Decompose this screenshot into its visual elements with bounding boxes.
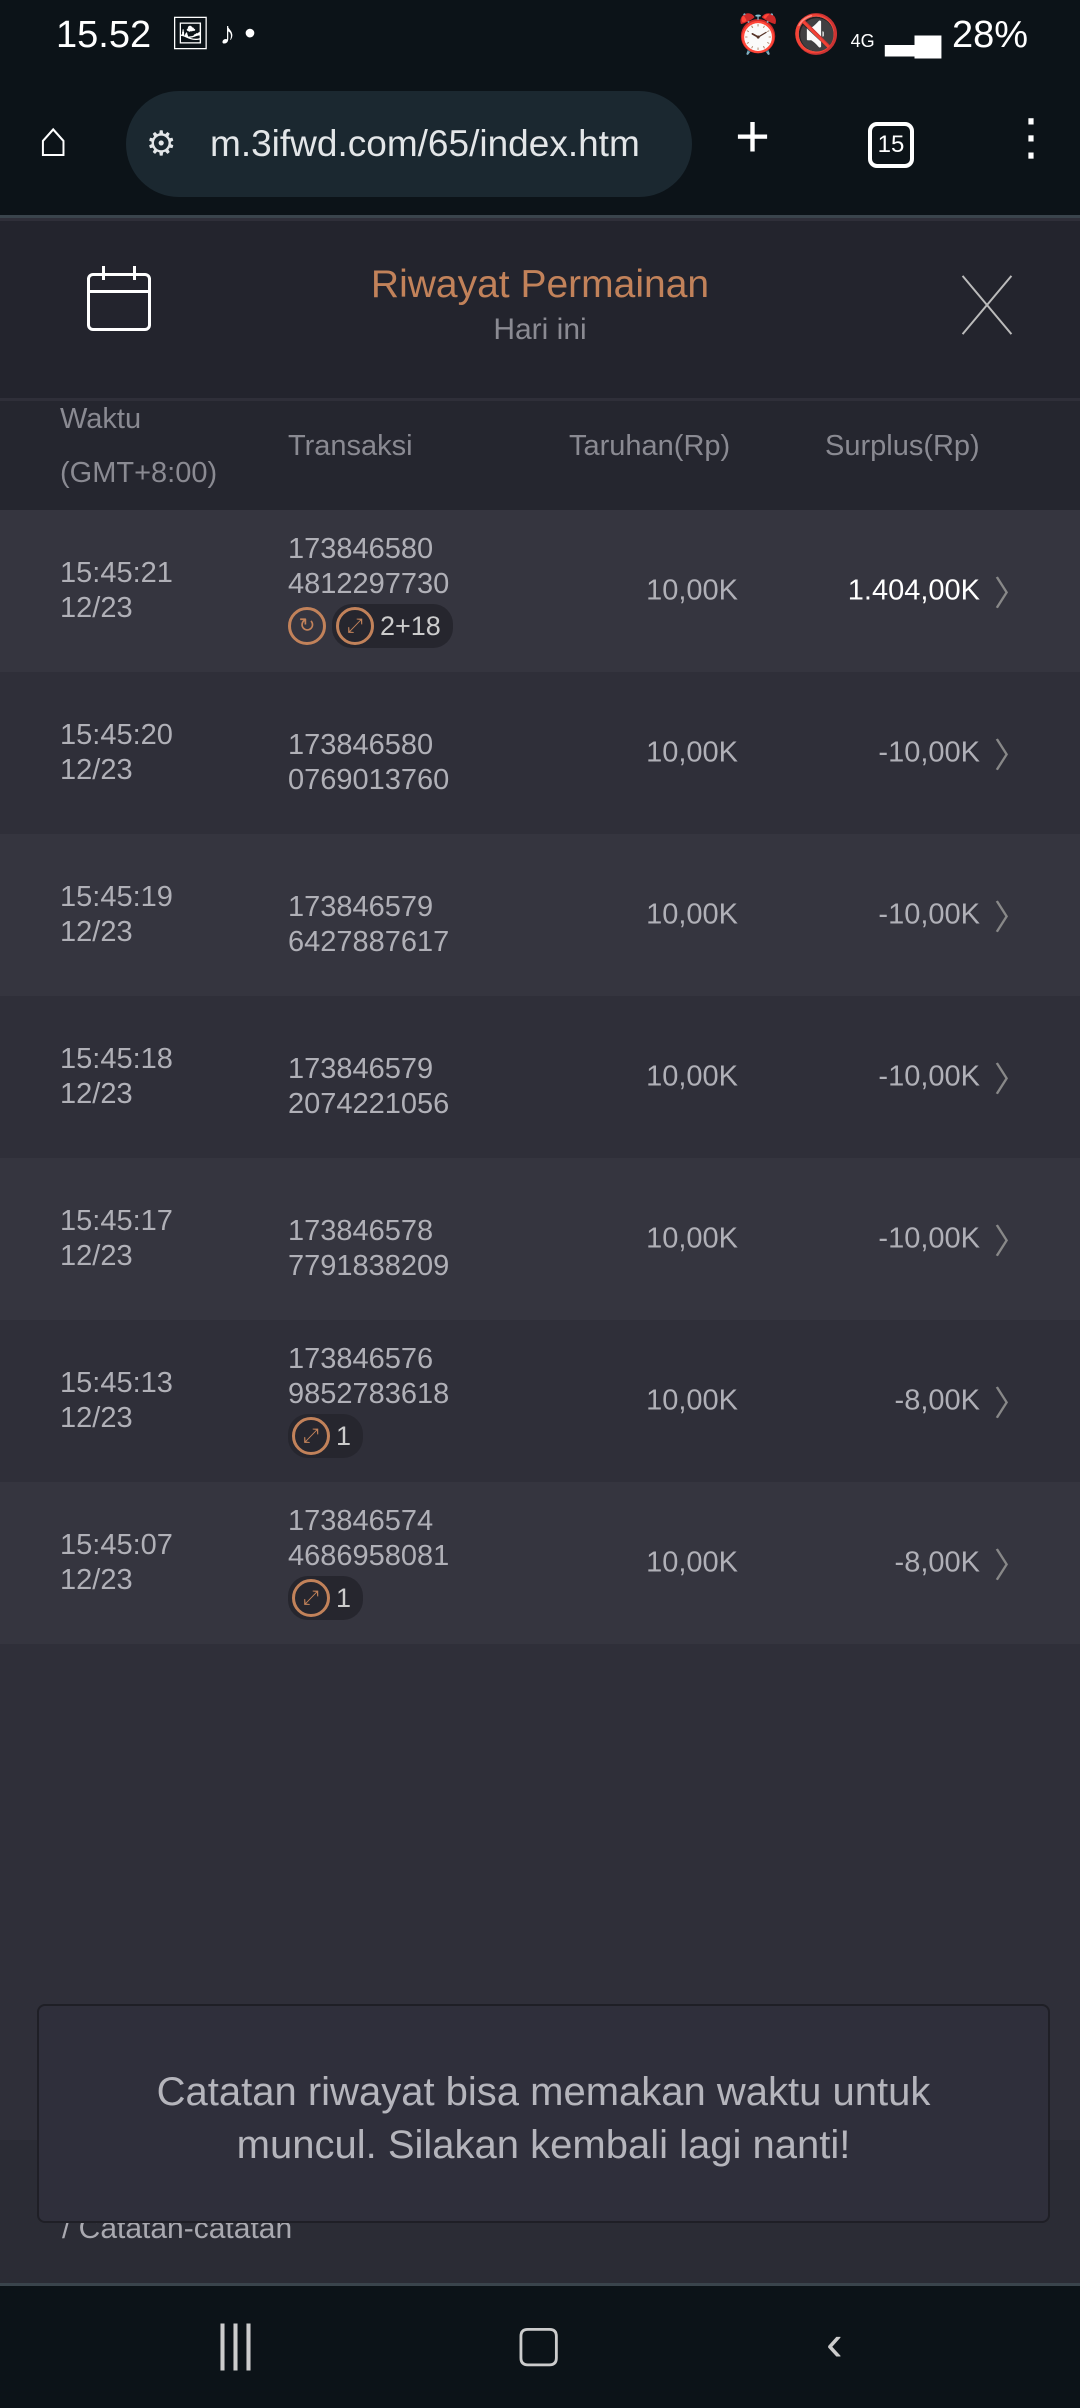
recent-apps-icon[interactable]: ||| <box>216 2315 255 2371</box>
free-spin-badge: ⤢ 1 <box>288 1414 364 1458</box>
free-spin-icon: ⤢ <box>292 1579 330 1617</box>
chevron-right-icon[interactable]: 〉 <box>994 1223 1028 1262</box>
status-bar: 15.52 🖼 ♪ • ⏰ 🔇 4G ▂▄ 28% <box>0 0 1080 72</box>
free-spin-icon: ⤢ <box>292 1417 330 1455</box>
free-spin-badge: ⤢ 1 <box>288 1576 364 1620</box>
table-row[interactable]: 15:45:13 12/23 173846576 9852783618 ⤢ 1 10,00K… <box>0 1320 1080 1482</box>
surplus-amount: -10,00K <box>878 736 980 769</box>
home-icon[interactable]: ⌂ <box>38 111 69 167</box>
new-tab-icon[interactable]: + <box>735 103 771 170</box>
chevron-right-icon[interactable]: 〉 <box>994 737 1028 776</box>
transaction-id: 173846579 6427887617 <box>288 891 450 958</box>
bet-amount: 10,00K <box>646 1384 738 1417</box>
transaction-id: 173846580 4812297730 ↻ ⤢ 2+18 <box>288 532 453 648</box>
row-time: 15:45:07 12/23 <box>60 1529 173 1596</box>
system-icons: ⏰ 🔇 4G ▂▄ 28% <box>734 14 1028 56</box>
row-time: 15:45:18 12/23 <box>60 1043 173 1110</box>
date-filter-label: Hari ini <box>493 313 587 346</box>
chevron-right-icon[interactable]: 〉 <box>994 899 1028 938</box>
table-row[interactable]: 15:45:18 12/23 173846579 2074221056 10,00K -1… <box>0 996 1080 1158</box>
surplus-amount: -10,00K <box>878 1060 980 1093</box>
feature-badges: ⤢ 1 <box>288 1576 449 1620</box>
surplus-amount: -10,00K <box>878 898 980 931</box>
tab-switcher-button[interactable]: 15 <box>868 122 914 168</box>
respin-icon: ↻ <box>288 607 326 645</box>
calendar-icon[interactable] <box>87 266 151 331</box>
col-transaction: Transaksi <box>288 430 413 462</box>
feature-badges: ↻ ⤢ 2+18 <box>288 604 453 648</box>
table-header: Waktu (GMT+8:00) Transaksi Taruhan(Rp) S… <box>0 401 1080 510</box>
chevron-right-icon[interactable]: 〉 <box>994 1385 1028 1424</box>
bet-amount: 10,00K <box>646 898 738 931</box>
table-row[interactable]: 15:45:07 12/23 173846574 4686958081 ⤢ 1 10,00K… <box>0 1482 1080 1644</box>
bet-amount: 10,00K <box>646 574 738 607</box>
more-menu-icon[interactable]: ⋮ <box>1006 109 1056 165</box>
row-time: 15:45:21 12/23 <box>60 557 173 624</box>
surplus-amount: -8,00K <box>894 1384 980 1417</box>
row-time: 15:45:19 12/23 <box>60 881 173 948</box>
transaction-id: 173846579 2074221056 <box>288 1053 450 1120</box>
free-spin-badge: ⤢ 2+18 <box>332 604 453 648</box>
transaction-id: 173846576 9852783618 ⤢ 1 <box>288 1342 449 1458</box>
notification-icons: 🖼 ♪ • <box>170 15 256 51</box>
transaction-id: 173846578 7791838209 <box>288 1215 450 1282</box>
bet-amount: 10,00K <box>646 1546 738 1579</box>
surplus-amount: -8,00K <box>894 1546 980 1579</box>
chevron-right-icon[interactable]: 〉 <box>994 575 1028 614</box>
surplus-amount: -10,00K <box>878 1222 980 1255</box>
col-bet: Taruhan(Rp) <box>569 430 731 462</box>
battery-level: 28% <box>951 14 1028 56</box>
site-settings-icon[interactable]: ⚙ <box>146 125 177 163</box>
browser-toolbar: ⌂ ⚙ m.3ifwd.com/65/index.htm + 15 ⋮ <box>0 72 1080 218</box>
free-spin-icon: ⤢ <box>336 607 374 645</box>
modal-header: Riwayat Permainan Hari ini <box>0 221 1080 398</box>
close-icon[interactable] <box>955 273 1019 337</box>
clock: 15.52 <box>56 14 152 56</box>
url-text: m.3ifwd.com/65/index.htm <box>210 123 640 164</box>
surplus-amount: 1.404,00K <box>847 574 980 607</box>
system-nav-bar: ||| ▢ ‹ <box>0 2283 1080 2408</box>
row-time: 15:45:13 12/23 <box>60 1367 173 1434</box>
chevron-right-icon[interactable]: 〉 <box>994 1061 1028 1100</box>
table-row[interactable]: 15:45:20 12/23 173846580 0769013760 10,00K -1… <box>0 672 1080 834</box>
row-time: 15:45:17 12/23 <box>60 1205 173 1272</box>
table-row[interactable]: 15:45:19 12/23 173846579 6427887617 10,00K -1… <box>0 834 1080 996</box>
back-icon[interactable]: ‹ <box>826 2315 843 2371</box>
row-time: 15:45:20 12/23 <box>60 719 173 786</box>
feature-badges: ⤢ 1 <box>288 1414 449 1458</box>
home-button-icon[interactable]: ▢ <box>515 2315 563 2371</box>
bet-amount: 10,00K <box>646 736 738 769</box>
bet-amount: 10,00K <box>646 1060 738 1093</box>
table-row[interactable]: 15:45:17 12/23 173846578 7791838209 10,00K -1… <box>0 1158 1080 1320</box>
bet-amount: 10,00K <box>646 1222 738 1255</box>
col-surplus: Surplus(Rp) <box>825 430 980 462</box>
page-title: Riwayat Permainan <box>370 263 710 306</box>
table-row[interactable]: 15:45:21 12/23 173846580 4812297730 ↻ ⤢ 2+18 10… <box>0 510 1080 672</box>
chevron-right-icon[interactable]: 〉 <box>994 1547 1028 1586</box>
col-timezone: (GMT+8:00) <box>60 457 218 489</box>
col-time: Waktu <box>60 403 142 435</box>
toast-message: Catatan riwayat bisa memakan waktu untuk… <box>37 2004 1050 2223</box>
address-bar[interactable]: ⚙ m.3ifwd.com/65/index.htm <box>126 91 692 197</box>
transaction-id: 173846574 4686958081 ⤢ 1 <box>288 1504 449 1620</box>
transaction-id: 173846580 0769013760 <box>288 729 450 796</box>
